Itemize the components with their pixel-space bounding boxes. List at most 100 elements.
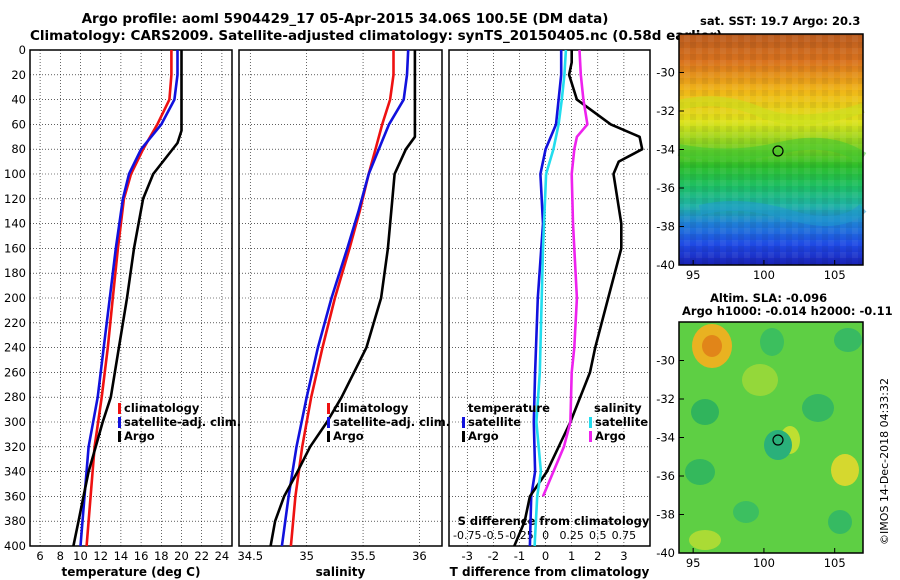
diff-legend-salinity-argo: Argo	[595, 429, 626, 443]
y-tick-label: 280	[4, 390, 26, 404]
map-y-tick-label: -40	[656, 258, 675, 272]
y-tick-label: 360	[4, 489, 26, 503]
x-axis-label: salinity	[316, 565, 366, 579]
sst-map-title: sat. SST: 19.7 Argo: 20.3	[700, 14, 861, 28]
s-diff-tick-label: 0	[542, 529, 549, 542]
salinity-panel: 34.5 35 35.5 36 salinity climatologysatellite…	[237, 49, 450, 579]
map-y-tick-label: -34	[656, 431, 675, 445]
map-x-tick-label: 100	[753, 268, 775, 282]
chart-title-line-2: Climatology: CARS2009. Satellite-adjuste…	[30, 28, 723, 44]
x-tick-label: 22	[194, 549, 209, 563]
temperature-legend-satellite-swatch	[118, 417, 121, 428]
x-tick-label: 18	[154, 549, 169, 563]
y-tick-label: 80	[11, 142, 26, 156]
diff-legend-salinity-title: salinity	[594, 401, 642, 415]
x-tick-label: -2	[488, 549, 499, 563]
y-tick-label: 180	[4, 266, 26, 280]
x-tick-label: 3	[620, 549, 627, 563]
x-tick-label: 0	[542, 549, 549, 563]
y-tick-label: 100	[4, 167, 26, 181]
map-y-tick-label: -30	[656, 66, 675, 80]
temperature-legend-argo-swatch	[118, 431, 121, 442]
plot-frame	[29, 49, 233, 547]
map-y-tick-label: -36	[656, 469, 675, 483]
x-tick-label: 20	[174, 549, 189, 563]
sla-map-title-line-1: Altim. SLA: -0.096	[710, 291, 828, 305]
x-tick-label: 1	[568, 549, 575, 563]
x-tick-label: 2	[594, 549, 601, 563]
map-y-tick-label: -32	[656, 104, 675, 118]
x-tick-label: 35.5	[350, 549, 376, 563]
y-tick-label: 340	[4, 465, 26, 479]
s-diff-tick-label: -0.5	[483, 529, 504, 542]
temperature-legend-satellite: satellite-adj. clim.	[124, 415, 241, 429]
salinity-legend-satellite-swatch	[327, 417, 330, 428]
sla-map: 95 100 105 -30 -32 -34 -36 -38 -40	[656, 321, 864, 570]
y-tick-label: 60	[11, 117, 26, 131]
salinity-satellite-line	[280, 49, 410, 547]
map-x-tick-label: 105	[824, 268, 846, 282]
x-tick-label: 6	[36, 549, 43, 563]
temperature-satellite-line	[79, 50, 179, 547]
salinity-legend-climatology: climatology	[333, 401, 409, 415]
salinity-argo-line	[269, 50, 417, 547]
y-tick-label: 260	[4, 365, 26, 379]
temperature-panel: 6 8 10 12 14 16 18 20 22 240204060801001201401601…	[4, 43, 241, 579]
sla-map-title-line-2: Argo h1000: -0.014 h2000: -0.11	[682, 304, 893, 318]
s-diff-axis-label: S difference from climatology	[458, 514, 650, 528]
plot-frame	[448, 49, 651, 547]
diff-legend-temperature-title: temperature	[468, 401, 550, 415]
x-tick-label: 14	[114, 549, 129, 563]
y-tick-label: 20	[11, 68, 26, 82]
map-x-tick-label: 105	[824, 556, 846, 570]
s-diff-tick-label: 0.5	[589, 529, 607, 542]
map-y-tick-label: -38	[656, 508, 675, 522]
map-y-tick-label: -34	[656, 143, 675, 157]
diff-legend-salinity-satellite: satellite	[595, 415, 648, 429]
temperature-legend-climatology: climatology	[124, 401, 200, 415]
x-tick-label: 8	[57, 549, 64, 563]
diff-legend-temperature-satellite-swatch	[462, 417, 465, 428]
sst-map: 95 100 105 -30 -32 -34 -36 -38 -40	[656, 33, 867, 282]
map-x-tick-label: 95	[686, 556, 701, 570]
y-tick-label: 200	[4, 291, 26, 305]
y-tick-label: 40	[11, 93, 26, 107]
map-x-tick-label: 100	[753, 556, 775, 570]
temperature-legend-climatology-swatch	[118, 403, 121, 414]
y-tick-label: 300	[4, 415, 26, 429]
map-x-tick-label: 95	[686, 268, 701, 282]
x-axis-label: temperature (deg C)	[62, 565, 201, 579]
y-tick-label: 0	[19, 43, 26, 57]
sla-argo-marker	[772, 434, 784, 446]
diff-temperature-argo-line	[513, 50, 644, 547]
x-tick-label: 10	[73, 549, 88, 563]
salinity-climatology-line	[289, 50, 395, 547]
temperature-climatology-line	[85, 50, 173, 547]
map-y-tick-label: -40	[656, 546, 675, 560]
diff-legend-temperature-argo-swatch	[462, 431, 465, 442]
y-tick-label: 160	[4, 241, 26, 255]
y-tick-label: 120	[4, 192, 26, 206]
salinity-legend-climatology-swatch	[327, 403, 330, 414]
diff-legend-temperature-argo: Argo	[468, 429, 499, 443]
y-tick-label: 220	[4, 316, 26, 330]
temperature-legend-argo: Argo	[124, 429, 155, 443]
map-y-tick-label: -38	[656, 220, 675, 234]
difference-panel: -3 -2 -1 0 1 2 3 T difference from climatology -…	[448, 49, 651, 579]
diff-legend-temperature-satellite: satellite	[468, 415, 521, 429]
x-tick-label: -3	[462, 549, 473, 563]
salinity-legend-argo: Argo	[333, 429, 364, 443]
x-axis-label: T difference from climatology	[450, 565, 650, 579]
s-diff-tick-label: 0.75	[612, 529, 637, 542]
diff-salinity-argo-line	[541, 49, 589, 497]
sst-argo-marker	[772, 145, 784, 157]
x-tick-label: 34.5	[237, 549, 263, 563]
y-tick-label: 320	[4, 440, 26, 454]
y-tick-label: 380	[4, 514, 26, 528]
chart-title-line-1: Argo profile: aoml 5904429_17 05-Apr-201…	[81, 11, 609, 27]
plot-frame	[238, 49, 443, 547]
x-tick-label: 12	[93, 549, 108, 563]
y-tick-label: 140	[4, 217, 26, 231]
diff-salinity-satellite-line	[533, 49, 568, 547]
s-diff-tick-label: -0.75	[453, 529, 481, 542]
